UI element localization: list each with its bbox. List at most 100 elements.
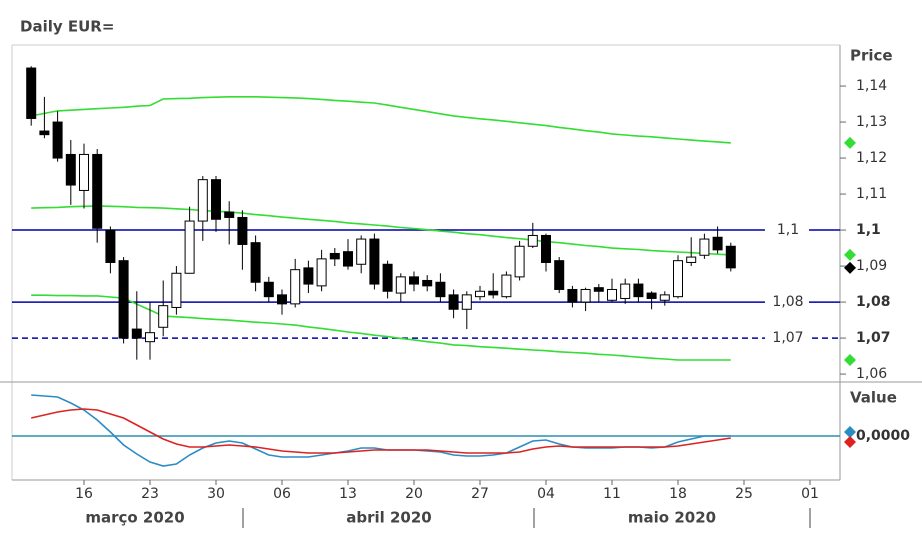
candle-body (475, 290, 485, 298)
level-label: 1,07 (772, 330, 803, 346)
candle-body (554, 260, 565, 290)
candle-body (277, 294, 287, 305)
candle-body (580, 288, 591, 303)
last-value-marker (844, 248, 856, 261)
candle-body (435, 281, 446, 298)
y-tick-label: 1,13 (856, 114, 887, 130)
line (31, 394, 731, 467)
candle-body (725, 245, 736, 269)
candle-body (567, 288, 578, 303)
y-tick-label: 1,09 (856, 258, 887, 274)
level-label: 1,08 (772, 294, 803, 310)
x-tick-label: 06 (273, 486, 291, 502)
candle-body (541, 234, 551, 263)
candle-body (409, 276, 419, 285)
candle-body (52, 121, 63, 159)
x-tick-label: 04 (537, 486, 555, 502)
y-tick-label: 1,06 (856, 366, 887, 382)
candle-body (448, 294, 459, 310)
candle-body (646, 292, 657, 299)
candle-body (224, 211, 235, 218)
candle-body (316, 258, 327, 287)
candle-body (197, 179, 208, 222)
y-tick-label: 1,14 (856, 78, 887, 94)
candle-body (237, 216, 248, 245)
line (31, 294, 731, 361)
x-tick-label: 18 (669, 486, 687, 502)
candle-body (673, 260, 683, 298)
y-tick-label: 1,07 (856, 330, 891, 346)
candle-body (39, 130, 50, 136)
candle-body (263, 281, 274, 298)
candle-body (343, 251, 353, 267)
candle-body (607, 288, 617, 301)
candle-body (395, 276, 406, 294)
candle-body (184, 220, 195, 274)
x-tick-label: 20 (405, 486, 423, 502)
x-tick-label: 30 (207, 486, 225, 502)
candle-body (382, 263, 393, 292)
candle-body (488, 290, 499, 296)
level-label: 1,1 (777, 222, 799, 238)
x-tick-label: 27 (471, 486, 489, 502)
chart-title: Daily EUR= (20, 18, 114, 36)
line (31, 408, 731, 454)
level-label-bg (765, 221, 809, 240)
candle-body (158, 305, 169, 328)
candle-body (633, 283, 644, 298)
y-tick-label: 1,08 (856, 294, 891, 310)
candle-body (422, 279, 433, 287)
line (31, 205, 731, 256)
y-tick-label: 1,1 (856, 222, 881, 238)
last-close-marker (844, 261, 856, 274)
last-value-marker (844, 136, 856, 149)
candle-body (356, 238, 367, 265)
candle-body (712, 236, 723, 251)
y-tick-label: 1,11 (856, 186, 887, 202)
candle-body (26, 67, 37, 119)
y-tick-label: 1,12 (856, 150, 887, 166)
candle-body (211, 179, 221, 220)
candle-body (65, 153, 76, 186)
candle-body (171, 272, 182, 308)
level-label-bg (765, 293, 809, 312)
month-label: maio 2020 (628, 509, 716, 527)
month-label: março 2020 (85, 509, 184, 527)
level-label-bg (765, 329, 809, 348)
candle-body (527, 234, 538, 247)
candle-body (79, 153, 89, 191)
candle-body (329, 252, 340, 260)
candle-body (461, 294, 472, 310)
x-tick-label: 13 (339, 486, 357, 502)
x-tick-label: 25 (735, 486, 753, 502)
x-tick-label: 16 (75, 486, 93, 502)
candle-body (501, 274, 512, 298)
candle-body (593, 287, 604, 292)
candle-body (290, 269, 301, 305)
x-tick-label: 01 (801, 486, 819, 502)
candle-body (145, 332, 155, 343)
candle-body (369, 238, 380, 285)
candle-body (303, 267, 314, 285)
candle-body (699, 238, 710, 256)
y2-axis-title: Value (850, 389, 897, 407)
last-value-marker (844, 426, 856, 438)
x-tick-label: 23 (141, 486, 159, 502)
candle-body (686, 256, 697, 263)
candle-body (659, 294, 670, 301)
candle-body (514, 245, 525, 278)
candle-body (620, 283, 631, 299)
y-axis-title: Price (850, 47, 893, 65)
candle-body (105, 229, 116, 263)
month-label: abril 2020 (346, 509, 432, 527)
candle-body (131, 328, 142, 339)
x-tick-label: 11 (603, 486, 621, 502)
line (31, 96, 731, 144)
last-value-marker (844, 436, 856, 448)
y2-tick-label: 0,0000 (856, 428, 910, 444)
candle-body (250, 242, 261, 283)
candle-body (92, 153, 103, 229)
last-value-marker (844, 354, 856, 367)
